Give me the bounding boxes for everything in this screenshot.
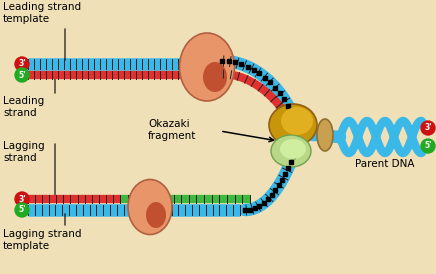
Circle shape — [15, 203, 29, 217]
Text: 3': 3' — [18, 59, 26, 68]
Text: 5': 5' — [424, 141, 432, 150]
Circle shape — [421, 139, 435, 153]
Circle shape — [421, 121, 435, 135]
Ellipse shape — [146, 202, 166, 228]
Text: 3': 3' — [18, 195, 26, 204]
Ellipse shape — [271, 135, 311, 167]
Ellipse shape — [203, 62, 227, 92]
Text: Lagging strand
template: Lagging strand template — [3, 229, 82, 251]
Ellipse shape — [180, 33, 235, 101]
Ellipse shape — [128, 179, 172, 235]
Text: Lagging
strand: Lagging strand — [3, 141, 44, 162]
Text: Leading
strand: Leading strand — [3, 96, 44, 118]
Ellipse shape — [317, 119, 333, 151]
Circle shape — [15, 57, 29, 71]
Ellipse shape — [269, 104, 317, 146]
Text: Parent DNA: Parent DNA — [355, 159, 415, 169]
Text: 5': 5' — [18, 206, 26, 215]
Circle shape — [15, 68, 29, 82]
Ellipse shape — [281, 107, 313, 135]
Text: 3': 3' — [424, 124, 432, 133]
Ellipse shape — [280, 139, 306, 159]
Text: Leading strand
template: Leading strand template — [3, 2, 81, 24]
Text: 5': 5' — [18, 70, 26, 79]
Circle shape — [15, 192, 29, 206]
Text: Okazaki
fragment: Okazaki fragment — [148, 119, 196, 141]
